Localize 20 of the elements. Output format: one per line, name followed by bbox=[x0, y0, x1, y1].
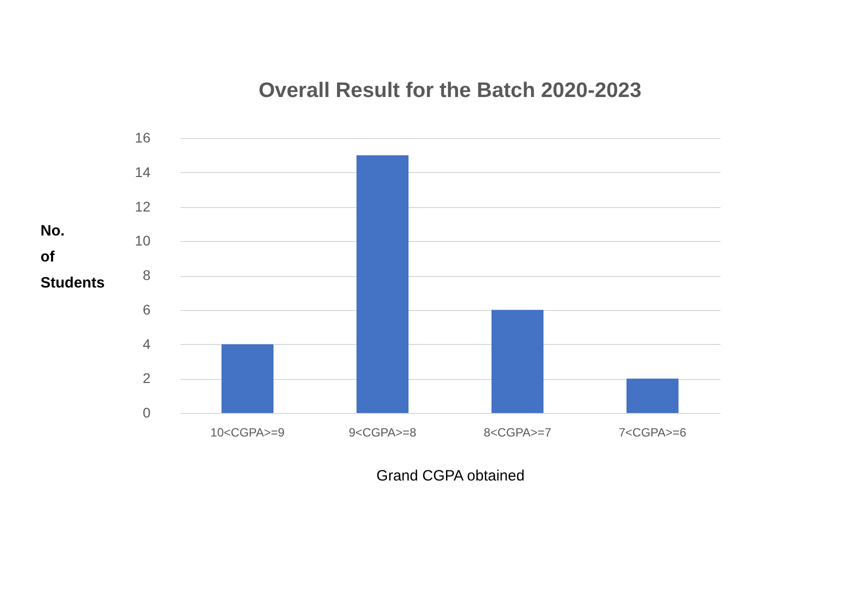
x-tick-label: 10<CGPA>=9 bbox=[210, 426, 285, 440]
y-tick-label: 10 bbox=[134, 232, 151, 249]
x-axis-title: Grand CGPA obtained bbox=[376, 468, 525, 484]
x-tick-label: 7<CGPA>=6 bbox=[618, 426, 687, 440]
y-axis-title: No. of Students bbox=[40, 222, 105, 292]
y-tick-label: 12 bbox=[134, 198, 151, 214]
y-tick-label: 0 bbox=[142, 404, 151, 420]
bar bbox=[626, 378, 678, 413]
y-tick-label: 8 bbox=[142, 267, 151, 283]
y-tick-label: 2 bbox=[142, 370, 151, 386]
bar bbox=[222, 344, 274, 413]
x-tick-label: 9<CGPA>=8 bbox=[348, 426, 417, 440]
y-tick-label: 6 bbox=[142, 301, 151, 318]
y-tick-label: 14 bbox=[134, 164, 151, 180]
y-tick-label: 4 bbox=[142, 336, 151, 352]
y-tick-label: 16 bbox=[134, 130, 151, 146]
chart-title: Overall Result for the Batch 2020-2023 bbox=[258, 79, 642, 102]
bar bbox=[492, 310, 544, 413]
bar bbox=[356, 155, 408, 413]
x-tick-label: 8<CGPA>=7 bbox=[484, 426, 552, 440]
